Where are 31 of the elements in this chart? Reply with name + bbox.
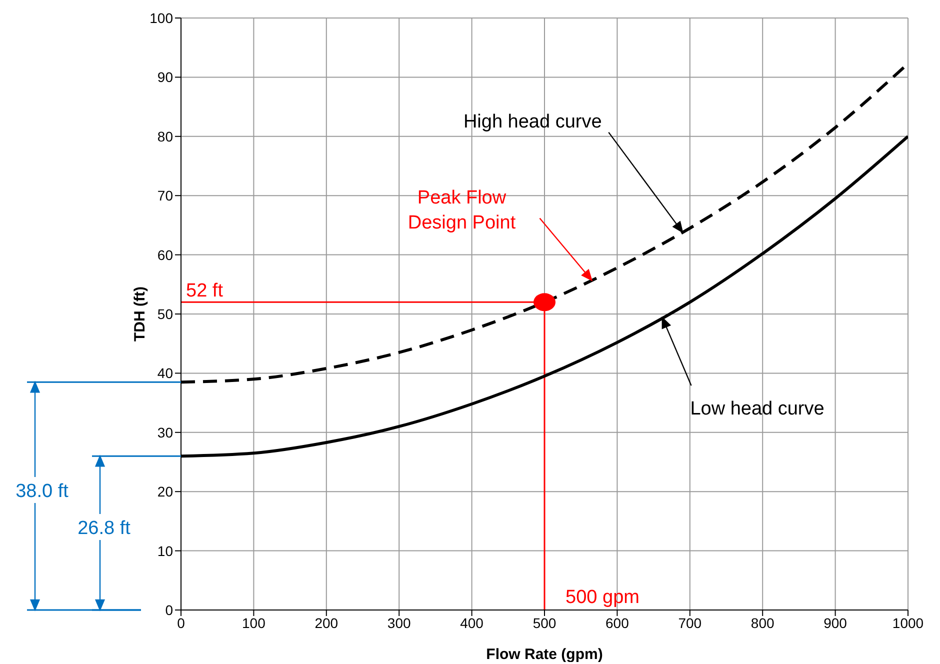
y-tick-label: 80 — [157, 128, 174, 144]
annotation: Peak Flow Design Point — [408, 187, 516, 234]
y-tick-label: 10 — [157, 542, 174, 559]
x-tick-label: 200 — [314, 614, 338, 631]
y-tick-label: 40 — [157, 365, 174, 382]
y-tick-label: 60 — [157, 246, 174, 263]
x-tick-label: 600 — [606, 614, 630, 631]
x-tick-label: 0 — [177, 614, 186, 631]
text: 26.8 ft — [78, 518, 132, 539]
x-tick-label: 100 — [242, 614, 266, 631]
x-axis-title: Flow Rate (gpm) — [486, 646, 603, 663]
annotation: High head curve — [463, 111, 602, 132]
y-axis-title: TDH (ft) — [131, 286, 148, 342]
y-tick-label: 50 — [157, 306, 174, 322]
x-tick-label: 1000 — [892, 614, 924, 631]
ref-line-label: 500 gpm — [566, 587, 640, 608]
x-tick-label: 400 — [460, 614, 484, 631]
y-tick-label: 20 — [157, 484, 174, 500]
y-tick-label: 0 — [165, 602, 174, 618]
y-tick-label: 100 — [150, 10, 174, 26]
annotation: Low head curve — [690, 398, 824, 420]
x-tick-label: 300 — [387, 614, 411, 631]
x-tick-label: 500 — [532, 614, 556, 631]
x-tick-label: 700 — [678, 614, 702, 631]
x-tick-label: 800 — [750, 614, 774, 631]
x-tick-label: 900 — [824, 614, 848, 631]
ref-line-label: 52 ft — [186, 280, 224, 302]
text: 38.0 ft — [16, 481, 70, 502]
y-tick-label: 90 — [157, 69, 174, 86]
y-tick-label: 30 — [157, 424, 174, 440]
y-tick-label: 70 — [157, 188, 174, 204]
